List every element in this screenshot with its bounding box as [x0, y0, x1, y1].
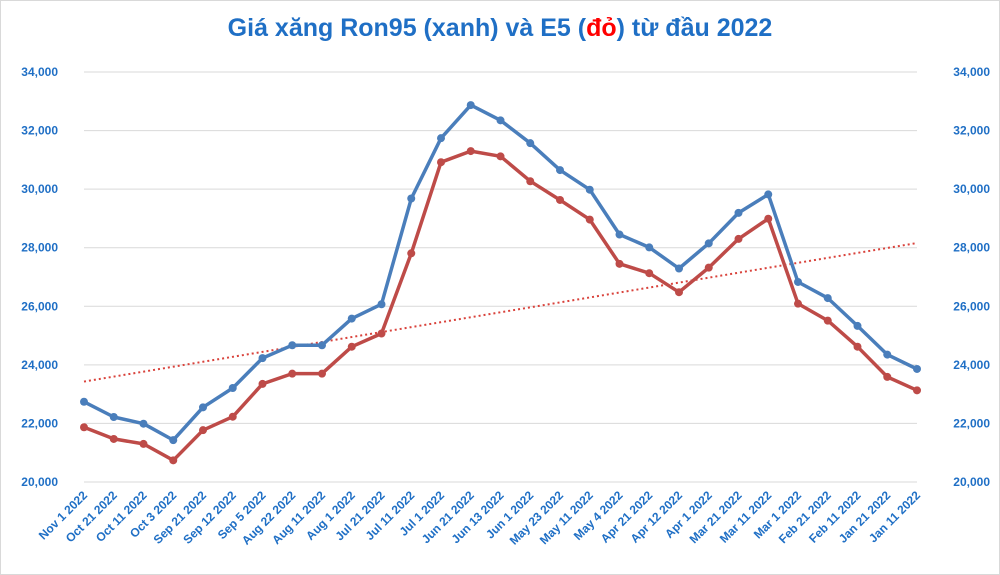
y-tick-label-left: 28,000 — [21, 241, 58, 255]
data-point-ron95 — [199, 403, 207, 412]
data-point-ron95 — [823, 294, 832, 303]
data-point-ron95 — [169, 436, 178, 445]
series-line-e5 — [83, 149, 918, 463]
y-tick-label-left: 34,000 — [21, 65, 58, 79]
data-point-e5 — [704, 263, 713, 272]
data-point-e5 — [437, 158, 445, 167]
y-tick-label-left: 32,000 — [21, 124, 58, 138]
data-point-e5 — [883, 372, 892, 381]
trendline — [83, 242, 918, 383]
data-point-ron95 — [675, 264, 683, 273]
data-point-ron95 — [704, 239, 713, 248]
y-tick-label-left: 22,000 — [21, 416, 58, 430]
data-point-e5 — [734, 234, 743, 243]
data-point-ron95 — [139, 419, 148, 428]
data-point-ron95 — [80, 397, 88, 406]
data-point-e5 — [109, 434, 118, 443]
data-point-e5 — [794, 299, 802, 308]
y-tick-label-right: 28,000 — [953, 241, 990, 255]
data-point-e5 — [318, 369, 326, 378]
trendline-line — [83, 242, 918, 383]
data-point-ron95 — [496, 116, 505, 125]
data-point-e5 — [645, 269, 654, 278]
data-point-ron95 — [288, 341, 297, 350]
data-point-ron95 — [556, 166, 564, 175]
data-point-e5 — [288, 369, 297, 378]
data-point-e5 — [913, 386, 921, 395]
data-point-e5 — [615, 259, 624, 268]
data-point-e5 — [585, 215, 594, 224]
data-point-e5 — [139, 439, 148, 448]
data-point-ron95 — [407, 194, 416, 203]
y-tick-label-right: 24,000 — [953, 358, 990, 372]
data-point-ron95 — [615, 230, 624, 239]
data-point-ron95 — [794, 277, 802, 286]
y-tick-label-left: 26,000 — [21, 299, 58, 313]
data-point-ron95 — [585, 185, 594, 194]
y-tick-label-left: 24,000 — [21, 358, 58, 372]
y-tick-label-right: 30,000 — [953, 182, 990, 196]
data-point-ron95 — [377, 300, 386, 309]
data-point-ron95 — [526, 139, 535, 148]
y-tick-label-right: 26,000 — [953, 299, 990, 313]
y-tick-label-right: 34,000 — [953, 65, 990, 79]
data-point-ron95 — [645, 243, 654, 252]
data-point-ron95 — [853, 321, 862, 330]
data-point-e5 — [169, 456, 178, 465]
data-point-e5 — [466, 147, 475, 156]
y-tick-label-right: 32,000 — [953, 124, 990, 138]
data-point-ron95 — [883, 350, 892, 359]
data-point-e5 — [199, 426, 207, 435]
data-point-e5 — [80, 423, 88, 432]
data-point-e5 — [556, 195, 564, 204]
data-point-ron95 — [913, 364, 921, 373]
data-point-e5 — [258, 379, 267, 388]
title-text-2: ) từ đầu 2022 — [616, 14, 773, 42]
title-text-1: Giá xăng Ron95 (xanh) và E5 ( — [227, 14, 587, 42]
gridlines — [84, 71, 917, 483]
data-point-ron95 — [258, 354, 267, 363]
data-point-ron95 — [734, 208, 743, 217]
title-text-red: đỏ — [586, 14, 617, 42]
data-point-e5 — [407, 249, 416, 258]
y-tick-label-right: 22,000 — [953, 416, 990, 430]
data-point-ron95 — [318, 341, 326, 350]
y-tick-label-left: 20,000 — [21, 475, 58, 489]
y-tick-label-left: 30,000 — [21, 182, 58, 196]
y-tick-label-right: 20,000 — [953, 475, 990, 489]
left-y-axis: 20,000 22,000 24,000 26,000 28,000 30,000 32,0… — [21, 65, 58, 489]
data-point-ron95 — [228, 383, 237, 392]
data-point-ron95 — [347, 314, 356, 323]
data-point-e5 — [853, 342, 862, 351]
data-point-e5 — [496, 152, 505, 161]
right-y-axis: 20,000 22,000 24,000 26,000 28,000 30,000 32,0… — [953, 65, 990, 489]
data-point-ron95 — [437, 134, 445, 143]
data-point-e5 — [823, 316, 832, 325]
chart-title: Giá xăng Ron95 (xanh) và E5 (đỏ) từ đầu … — [0, 14, 1000, 43]
data-point-e5 — [764, 214, 773, 223]
data-point-e5 — [377, 329, 386, 338]
data-point-e5 — [347, 342, 356, 351]
series-group — [80, 101, 921, 465]
data-point-e5 — [228, 412, 237, 421]
data-point-e5 — [526, 177, 535, 186]
data-point-ron95 — [466, 101, 475, 110]
data-point-ron95 — [109, 412, 118, 421]
data-point-e5 — [675, 288, 683, 297]
data-point-ron95 — [764, 190, 773, 199]
